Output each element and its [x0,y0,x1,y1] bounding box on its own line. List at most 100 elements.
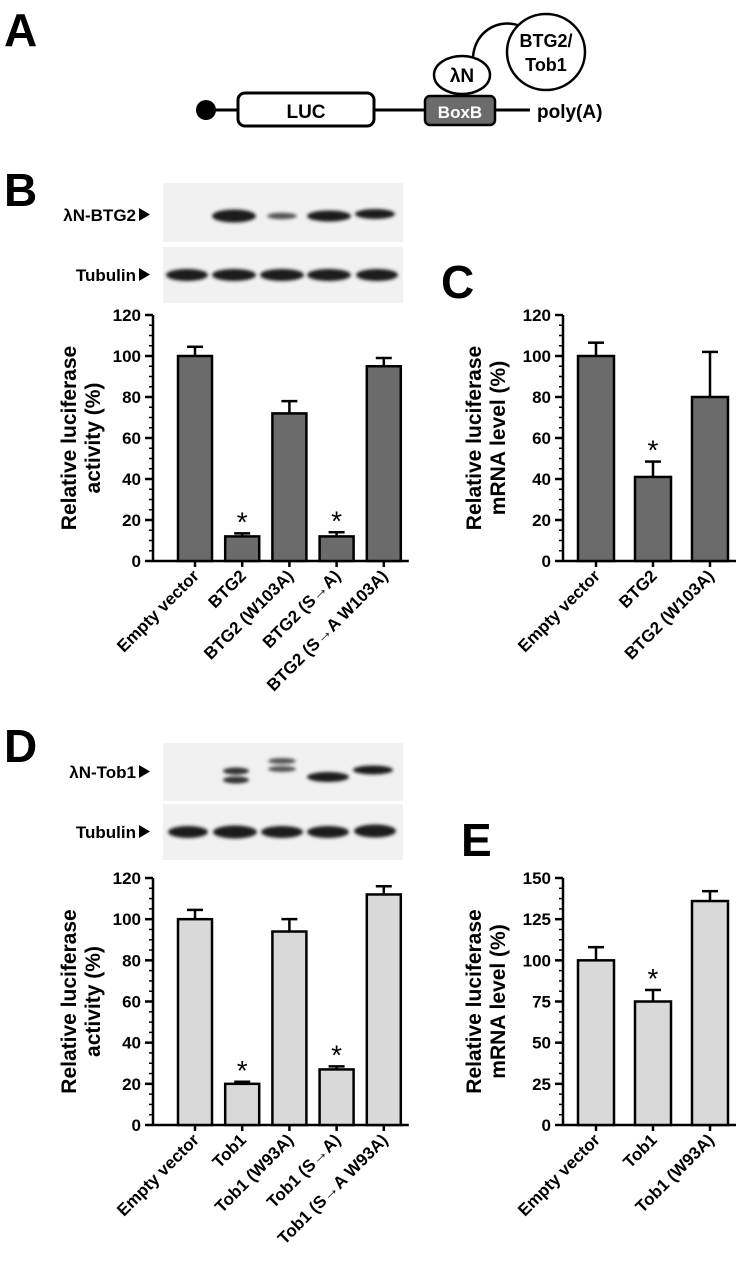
band [354,824,396,838]
blot-d-protein-label: λN-Tob1 [69,763,136,782]
boxb-box [423,94,497,127]
x-tick-label: Empty vector [514,1130,604,1220]
bar [223,535,261,563]
y-axis-label-line1: Relative luciferase [58,909,81,1093]
y-tick-label: 0 [132,552,141,571]
y-tick-label: 0 [542,552,551,571]
band [268,766,296,772]
y-tick-label: 120 [113,306,141,325]
bar [690,395,730,563]
y-tick-label: 20 [122,511,141,530]
y-tick-label: 120 [523,306,551,325]
arrow-right-icon [139,268,150,281]
y-tick-label: 60 [122,993,141,1012]
polya-label: poly(A) [537,102,602,123]
band [166,269,208,281]
y-tick-label: 80 [532,388,551,407]
y-tick-label: 50 [532,1034,551,1053]
x-tick-label: Empty vector [113,566,203,656]
band [307,269,351,281]
band [213,825,257,839]
band [307,826,349,838]
western-blot-b: λN-BTG2 Tubulin [63,183,403,303]
significance-marker: * [648,963,659,994]
y-tick-label: 80 [122,951,141,970]
x-tick-label: Empty vector [514,566,604,656]
panel-label-b: B [4,164,37,216]
bar [271,930,308,1127]
band [307,210,351,222]
y-tick-label: 100 [523,951,551,970]
band [355,209,395,219]
y-tick-label: 150 [523,869,551,888]
band [260,269,304,281]
band [223,767,249,775]
bar [365,365,403,563]
bar [690,899,730,1127]
bar [223,1082,261,1127]
fusion-protein-ellipse [505,12,587,92]
y-tick-label: 40 [532,470,551,489]
y-tick-label: 80 [122,388,141,407]
luc-box [236,91,376,128]
band [212,269,256,281]
band [168,826,208,838]
y-tick-label: 25 [532,1075,551,1094]
y-tick-label: 60 [122,429,141,448]
y-axis-label-line2: mRNA level (%) [487,924,510,1078]
y-tick-label: 125 [523,910,551,929]
fusion-label-line2: Tob1 [525,55,567,75]
band [356,269,398,281]
panel-label-c: C [441,256,474,308]
band [261,826,303,838]
bar [576,354,616,563]
y-tick-label: 40 [122,1034,141,1053]
luc-label: LUC [286,102,325,123]
tether-link [471,22,521,58]
y-axis-label-line2: activity (%) [82,946,105,1057]
y-axis-label-line2: mRNA level (%) [487,361,510,515]
y-tick-label: 0 [132,1116,141,1135]
cap-icon [196,100,216,120]
lambda-n-label: λN [450,66,474,87]
y-axis-label-line1: Relative luciferase [58,346,81,530]
bar [633,1000,673,1127]
y-tick-label: 20 [532,511,551,530]
x-tick-label: BTG2 [205,566,250,611]
chart-c: 0 20 40 60 80 100 120 Relative luciferase mRNA l… [463,306,736,663]
chart-b: 0 20 40 60 80 100 120 Relative luciferase activi… [58,306,409,695]
bar [318,1068,355,1127]
band [353,765,393,775]
y-axis-label-line1: Relative luciferase [463,909,486,1093]
chart-d: 0 20 40 60 80 100 120 Relative luciferase activi… [58,869,409,1248]
y-tick-label: 60 [532,429,551,448]
arrow-right-icon [139,208,150,221]
y-tick-label: 75 [532,993,551,1012]
y-tick-label: 100 [113,347,141,366]
y-tick-label: 100 [113,910,141,929]
y-tick-label: 100 [523,347,551,366]
x-tick-label: Empty vector [113,1130,203,1220]
western-blot-d: λN-Tob1 Tubulin [69,743,403,860]
band [267,212,297,220]
bar [318,535,355,563]
lambda-n-ellipse [432,54,492,96]
panel-label-e: E [461,814,492,866]
bar [271,412,308,563]
construct-diagram: LUC BoxB poly(A) λN BTG2/ Tob1 [196,12,602,128]
blot-b-tubulin-label: Tubulin [76,266,136,285]
significance-marker: * [237,1055,248,1086]
band [307,772,349,782]
y-tick-label: 20 [122,1075,141,1094]
arrow-right-icon [139,825,150,838]
y-tick-label: 0 [542,1116,551,1135]
y-axis-label-line1: Relative luciferase [463,346,486,530]
band [268,758,296,764]
chart-e: 0 25 50 75 100 125 150 Relative luciferase mRNA … [463,869,736,1220]
y-tick-label: 120 [113,869,141,888]
arrow-right-icon [139,765,150,778]
bar [176,354,214,563]
significance-marker: * [648,435,659,466]
significance-marker: * [331,505,342,536]
